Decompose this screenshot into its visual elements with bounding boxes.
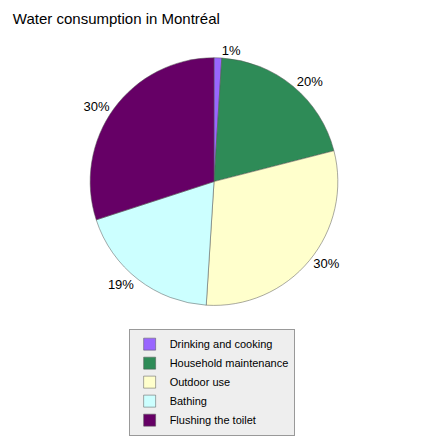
svg-text:1%: 1%	[222, 43, 241, 58]
svg-text:30%: 30%	[313, 256, 339, 271]
svg-text:Water consumption in Montréal: Water consumption in Montréal	[13, 10, 220, 27]
svg-text:30%: 30%	[84, 99, 110, 114]
svg-text:19%: 19%	[108, 277, 134, 292]
svg-text:Flushing the toilet: Flushing the toilet	[170, 414, 256, 426]
svg-text:20%: 20%	[297, 74, 323, 89]
svg-text:Drinking and cooking: Drinking and cooking	[170, 338, 273, 350]
svg-text:Household maintenance: Household maintenance	[170, 357, 289, 369]
svg-text:Bathing: Bathing	[170, 395, 207, 407]
svg-text:Outdoor use: Outdoor use	[170, 376, 231, 388]
